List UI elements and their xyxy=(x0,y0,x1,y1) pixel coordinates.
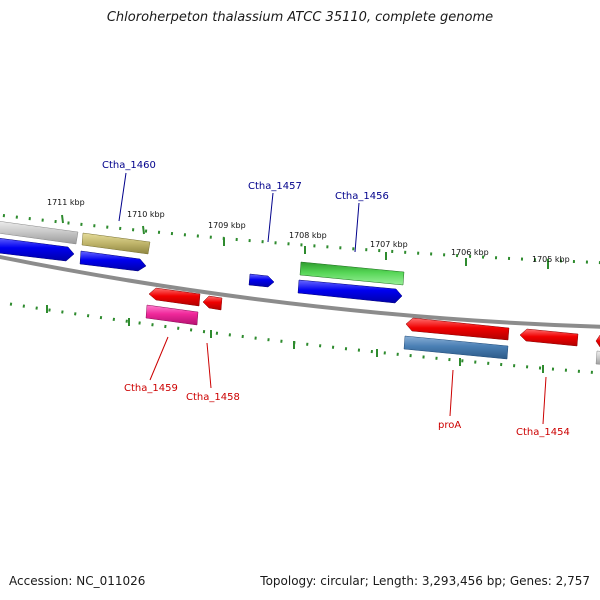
gene-label-ctha-1454[interactable]: Ctha_1454 xyxy=(516,427,570,438)
major-tick xyxy=(61,214,64,224)
kbp-tick-label: 1709 kbp xyxy=(208,221,246,230)
reverse-major-ticks xyxy=(46,305,544,373)
kbp-tick-label: 1710 kbp xyxy=(127,210,165,219)
topology-value: circular xyxy=(320,574,365,588)
length-label: Length: xyxy=(372,574,419,588)
leader-line-ctha-1454 xyxy=(542,376,547,425)
gene-feature[interactable] xyxy=(405,317,510,341)
leader-lines xyxy=(118,172,547,425)
gene-labels: Ctha_1460 Ctha_1457 Ctha_1456 Ctha_1459 … xyxy=(102,160,570,438)
leader-line-ctha-1456 xyxy=(354,202,360,253)
gene-label-ctha-1460[interactable]: Ctha_1460 xyxy=(102,160,156,171)
leader-line-proa xyxy=(449,369,454,417)
gene-feature[interactable] xyxy=(145,304,199,326)
leader-line-ctha-1458 xyxy=(206,342,212,389)
kbp-tick-label: 1705 kbp xyxy=(532,255,570,264)
gene-label-ctha-1457[interactable]: Ctha_1457 xyxy=(248,181,302,192)
topology-label: Topology: xyxy=(260,574,317,588)
reverse-tick-ring xyxy=(9,302,600,375)
gene-label-proa[interactable]: proA xyxy=(438,420,461,431)
kbp-tick-label: 1707 kbp xyxy=(370,240,408,249)
genes-value: 2,757 xyxy=(555,574,590,588)
accession-info: Accession: NC_011026 xyxy=(9,574,145,588)
gene-feature[interactable] xyxy=(0,220,79,245)
gene-feature[interactable] xyxy=(79,250,147,272)
major-ticks xyxy=(61,214,549,269)
leader-line-ctha-1457 xyxy=(267,192,274,243)
forward-features xyxy=(0,220,405,304)
gene-feature[interactable] xyxy=(403,335,509,360)
gene-label-ctha-1459[interactable]: Ctha_1459 xyxy=(124,383,178,394)
gene-feature[interactable] xyxy=(299,261,405,286)
kbp-tick-label: 1708 kbp xyxy=(289,231,327,240)
gene-feature[interactable] xyxy=(595,334,600,348)
reverse-features xyxy=(145,287,600,365)
gene-feature[interactable] xyxy=(202,295,223,311)
gene-feature[interactable] xyxy=(519,328,579,347)
gene-feature[interactable] xyxy=(595,350,600,365)
length-value: 3,293,456 bp xyxy=(421,574,502,588)
kbp-tick-label: 1711 kbp xyxy=(47,198,85,207)
accession-value: NC_011026 xyxy=(76,574,146,588)
kbp-tick-label: 1706 kbp xyxy=(451,248,489,257)
gene-feature[interactable] xyxy=(148,287,201,307)
leader-line-ctha-1460 xyxy=(118,172,127,222)
genome-title: Chloroherpeton thalassium ATCC 35110, co… xyxy=(106,10,494,25)
kbp-tick-labels: 1711 kbp 1710 kbp 1709 kbp 1708 kbp 1707… xyxy=(47,198,570,264)
major-tick xyxy=(142,225,145,235)
gene-label-ctha-1456[interactable]: Ctha_1456 xyxy=(335,191,389,202)
accession-label: Accession: xyxy=(9,574,73,588)
gene-label-ctha-1458[interactable]: Ctha_1458 xyxy=(186,392,240,403)
genes-label: Genes: xyxy=(509,574,552,588)
genome-stats: Topology: circular; Length: 3,293,456 bp… xyxy=(260,574,590,588)
genome-backbone xyxy=(0,254,600,329)
gene-feature[interactable] xyxy=(297,279,403,304)
gene-feature[interactable] xyxy=(81,232,151,255)
leader-line-ctha-1459 xyxy=(149,336,169,381)
gene-feature[interactable] xyxy=(0,237,75,262)
gene-feature[interactable] xyxy=(248,273,275,288)
